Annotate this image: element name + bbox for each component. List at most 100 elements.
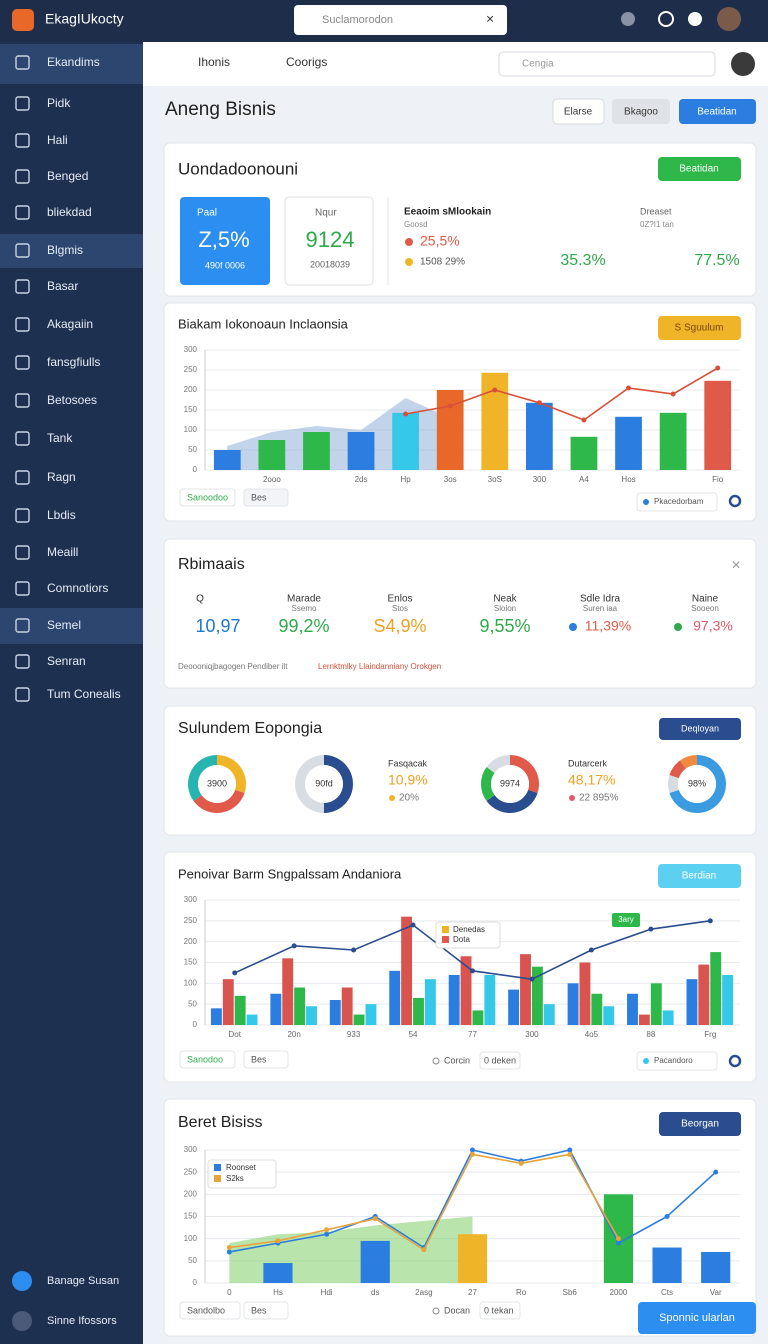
gear-icon[interactable] (728, 494, 742, 508)
chip-label[interactable]: Docan (444, 1305, 470, 1315)
search-text[interactable]: Suclamorodon (322, 14, 393, 26)
close-icon[interactable]: × (731, 557, 740, 574)
nav-icon[interactable] (15, 133, 30, 148)
button-label[interactable]: Sponnic ularlan (659, 1312, 735, 1324)
nav-icon[interactable] (15, 96, 30, 111)
button[interactable] (552, 98, 605, 125)
nav-icon[interactable] (15, 393, 30, 408)
nav-item[interactable]: Blgmis (47, 243, 83, 257)
chip[interactable] (243, 1050, 289, 1069)
nav-icon[interactable] (15, 279, 30, 294)
close-icon[interactable]: × (486, 11, 494, 27)
button-label[interactable]: Berdian (682, 871, 716, 882)
nav-item[interactable]: Basar (47, 279, 78, 293)
nav-item[interactable]: bliekdad (47, 205, 92, 219)
nav-icon[interactable] (12, 1271, 32, 1291)
radio[interactable] (432, 1307, 440, 1315)
button[interactable] (638, 1302, 756, 1334)
button[interactable] (658, 864, 741, 888)
nav-icon[interactable] (12, 1311, 32, 1331)
chip-label[interactable]: Sanoodoo (187, 492, 228, 502)
chip-label[interactable]: Sanodoo (187, 1054, 223, 1064)
chip[interactable] (179, 1050, 236, 1069)
tab-search[interactable] (498, 51, 716, 77)
nav-icon[interactable] (15, 243, 30, 258)
search-box[interactable] (294, 5, 507, 35)
chip[interactable] (243, 488, 289, 507)
chip[interactable] (479, 1051, 521, 1070)
icon[interactable] (621, 12, 635, 26)
nav-item[interactable]: Pidk (47, 96, 71, 110)
icon[interactable] (658, 11, 674, 27)
button-label[interactable]: Deqloyan (681, 723, 719, 733)
chip-label[interactable]: Bes (251, 1305, 267, 1315)
nav-icon[interactable] (15, 431, 30, 446)
button-label[interactable]: Beorgan (681, 1119, 719, 1130)
chip-label[interactable]: Pacandoro (654, 1056, 693, 1065)
bar (360, 1240, 390, 1283)
nav-item[interactable]: Meaill (47, 545, 78, 559)
nav-item[interactable]: fansgfiulls (47, 355, 100, 369)
nav-icon[interactable] (15, 654, 30, 669)
avatar[interactable] (717, 7, 741, 31)
chip[interactable] (479, 1301, 521, 1320)
button[interactable] (659, 1112, 741, 1136)
search-text[interactable]: Cengia (522, 59, 554, 70)
nav-item[interactable]: Tank (47, 431, 73, 445)
chip[interactable] (243, 1301, 289, 1320)
nav-icon[interactable] (15, 618, 30, 633)
gear-icon[interactable] (728, 1054, 742, 1068)
note-link[interactable]: Lernktmlky Llaindanniany Orokgen (318, 662, 441, 671)
chip[interactable] (179, 488, 236, 507)
chip-label[interactable]: 0 tekan (484, 1305, 514, 1315)
nav-item[interactable]: Ragn (47, 470, 76, 484)
button-label[interactable]: Beatidan (679, 164, 718, 175)
nav-icon[interactable] (15, 581, 30, 596)
nav-item[interactable]: Semel (47, 618, 81, 632)
nav-icon[interactable] (15, 55, 30, 70)
nav-item[interactable]: Banage Susan (47, 1275, 119, 1287)
tab[interactable]: Coorigs (286, 55, 327, 69)
nav-icon[interactable] (15, 687, 30, 702)
nav-icon[interactable] (15, 545, 30, 560)
chip-label[interactable]: Bes (251, 492, 267, 502)
legend[interactable] (636, 1051, 718, 1071)
point (492, 387, 498, 393)
nav-icon[interactable] (15, 355, 30, 370)
radio[interactable] (432, 1057, 440, 1065)
icon[interactable] (688, 12, 702, 26)
button-label[interactable]: Bkagoo (624, 107, 658, 118)
button[interactable] (612, 99, 670, 124)
nav-item[interactable]: Sinne Ifossors (47, 1315, 117, 1327)
nav-item[interactable]: Tum Conealis (47, 687, 121, 701)
nav-item[interactable]: Lbdis (47, 508, 76, 522)
chip-label[interactable]: 0 deken (484, 1055, 516, 1065)
chip-label[interactable]: Sandolbo (187, 1305, 225, 1315)
avatar[interactable] (731, 52, 755, 76)
tab[interactable]: Ihonis (198, 55, 230, 69)
nav-icon[interactable] (15, 205, 30, 220)
nav-icon[interactable] (15, 470, 30, 485)
button[interactable] (659, 718, 741, 740)
chip-label[interactable]: Bes (251, 1054, 267, 1064)
button-label[interactable]: S Sguulum (675, 323, 724, 334)
donut-hole (678, 765, 716, 803)
nav-item[interactable]: Hali (47, 133, 68, 147)
nav-icon[interactable] (15, 508, 30, 523)
nav-item[interactable]: Betosoes (47, 393, 97, 407)
chip[interactable] (179, 1301, 241, 1320)
nav-icon[interactable] (15, 169, 30, 184)
button-label[interactable]: Beatidan (697, 107, 736, 118)
nav-icon[interactable] (15, 317, 30, 332)
nav-item[interactable]: Benged (47, 169, 88, 183)
button-label[interactable]: Elarse (564, 107, 593, 118)
chip-label[interactable]: Corcin (444, 1055, 470, 1065)
nav-item[interactable]: Comnotiors (47, 581, 108, 595)
nav-item[interactable]: Ekandims (47, 55, 100, 69)
button[interactable] (658, 157, 741, 181)
button[interactable] (658, 316, 741, 340)
button[interactable] (679, 99, 756, 124)
nav-item[interactable]: Akagaiin (47, 317, 93, 331)
nav-item[interactable]: Senran (47, 654, 86, 668)
x-tick-label: Ro (516, 1288, 527, 1297)
